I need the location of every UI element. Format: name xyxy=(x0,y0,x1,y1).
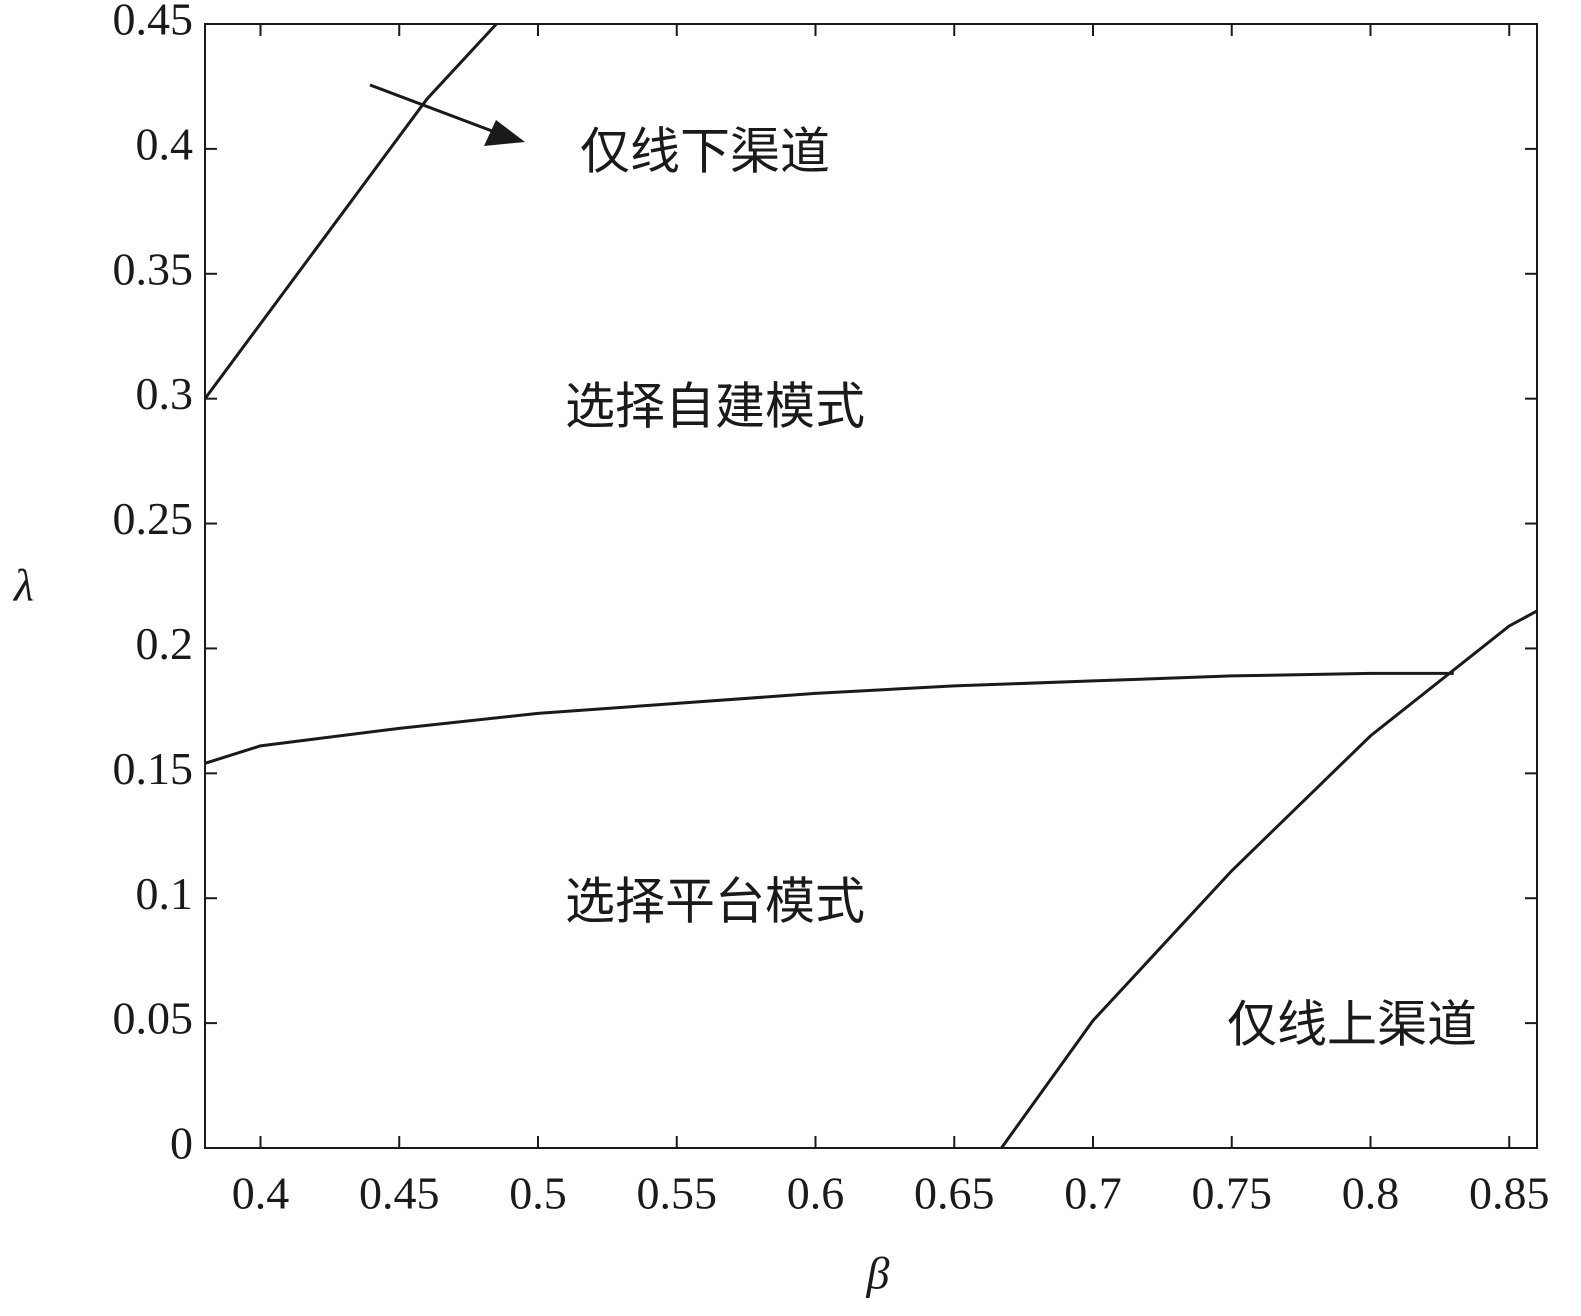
x-tick-label: 0.85 xyxy=(1469,1168,1550,1219)
y-tick-label: 0.2 xyxy=(136,618,194,669)
y-tick-label: 0.15 xyxy=(113,743,194,794)
arrow-shaft xyxy=(369,83,501,136)
x-tick-label: 0.7 xyxy=(1064,1168,1122,1219)
y-tick-label: 0.35 xyxy=(113,243,194,294)
x-tick-label: 0.45 xyxy=(359,1168,440,1219)
y-tick-label: 0 xyxy=(170,1118,193,1169)
annotation: 选择平台模式 xyxy=(565,873,865,931)
line xyxy=(1000,609,1538,1149)
annotation: 仅线下渠道 xyxy=(580,123,830,181)
y-tick-label: 0.25 xyxy=(113,493,194,544)
x-tick-label: 0.5 xyxy=(509,1168,567,1219)
y-tick-label: 0.4 xyxy=(136,118,194,169)
y-tick-label: 0.45 xyxy=(113,0,194,45)
y-axis-label: λ xyxy=(12,560,34,611)
annotation: 选择自建模式 xyxy=(565,378,865,436)
line xyxy=(203,22,498,400)
x-tick-label: 0.55 xyxy=(637,1168,718,1219)
x-tick-label: 0.75 xyxy=(1192,1168,1273,1219)
y-tick-label: 0.05 xyxy=(113,993,194,1044)
x-tick-label: 0.4 xyxy=(232,1168,290,1219)
plot-frame xyxy=(204,23,1538,1149)
x-tick-label: 0.6 xyxy=(787,1168,845,1219)
x-tick-label: 0.8 xyxy=(1342,1168,1400,1219)
annotation: 仅线上渠道 xyxy=(1227,996,1477,1054)
x-tick-label: 0.65 xyxy=(914,1168,995,1219)
arrow-head xyxy=(484,120,525,146)
y-tick-label: 0.3 xyxy=(136,368,194,419)
x-axis-label: β xyxy=(866,1248,890,1299)
y-tick-label: 0.1 xyxy=(136,868,194,919)
line xyxy=(204,671,1454,765)
